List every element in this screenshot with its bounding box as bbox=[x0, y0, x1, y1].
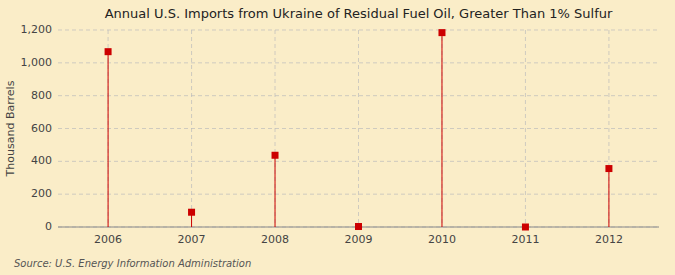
point bbox=[355, 223, 362, 230]
chart-container: 02004006008001,0001,20020062007200820092… bbox=[0, 0, 675, 275]
background bbox=[0, 0, 675, 275]
x-tick-label: 2011 bbox=[511, 233, 539, 246]
x-tick-label: 2008 bbox=[261, 233, 289, 246]
x-tick-label: 2007 bbox=[178, 233, 206, 246]
chart-svg: 02004006008001,0001,20020062007200820092… bbox=[0, 0, 675, 275]
x-grid-line bbox=[608, 30, 609, 227]
x-grid-line bbox=[108, 30, 109, 227]
stem bbox=[608, 169, 609, 227]
x-tick-label: 2012 bbox=[595, 233, 623, 246]
y-tick-label: 1,200 bbox=[21, 23, 53, 36]
y-grid-line bbox=[58, 161, 659, 162]
x-tick-label: 2009 bbox=[345, 233, 373, 246]
point bbox=[438, 29, 445, 36]
x-grid-line bbox=[441, 30, 442, 227]
y-tick-label: 400 bbox=[31, 154, 52, 167]
stem bbox=[275, 155, 276, 227]
y-axis-label: Thousand Barrels bbox=[4, 80, 17, 177]
stem bbox=[108, 52, 109, 227]
x-tick-label: 2010 bbox=[428, 233, 456, 246]
source-note: Source: U.S. Energy Information Administ… bbox=[14, 258, 251, 269]
x-ticks: 2006 2007 2008 2009 2010 2011 2012 bbox=[94, 233, 623, 246]
stem bbox=[441, 33, 442, 227]
y-tick-label: 200 bbox=[31, 187, 52, 200]
x-grid-line bbox=[525, 30, 526, 227]
point bbox=[605, 165, 612, 172]
point bbox=[272, 152, 279, 159]
y-tick-label: 1,000 bbox=[21, 56, 53, 69]
y-grid-line bbox=[58, 62, 659, 63]
x-grid-line bbox=[275, 30, 276, 227]
y-tick-label: 0 bbox=[45, 220, 52, 233]
point bbox=[188, 209, 195, 216]
title: Annual U.S. Imports from Ukraine of Resi… bbox=[105, 6, 613, 21]
y-ticks: 0 200 400 600 800 1,000 1,200 bbox=[21, 23, 53, 233]
marks bbox=[105, 29, 613, 230]
x-grid-line bbox=[358, 30, 359, 227]
point bbox=[105, 48, 112, 55]
y-tick-label: 800 bbox=[31, 89, 52, 102]
x-grid-line bbox=[191, 30, 192, 227]
grid bbox=[58, 30, 659, 227]
point bbox=[522, 224, 529, 231]
y-tick-label: 600 bbox=[31, 122, 52, 135]
x-tick-label: 2006 bbox=[94, 233, 122, 246]
